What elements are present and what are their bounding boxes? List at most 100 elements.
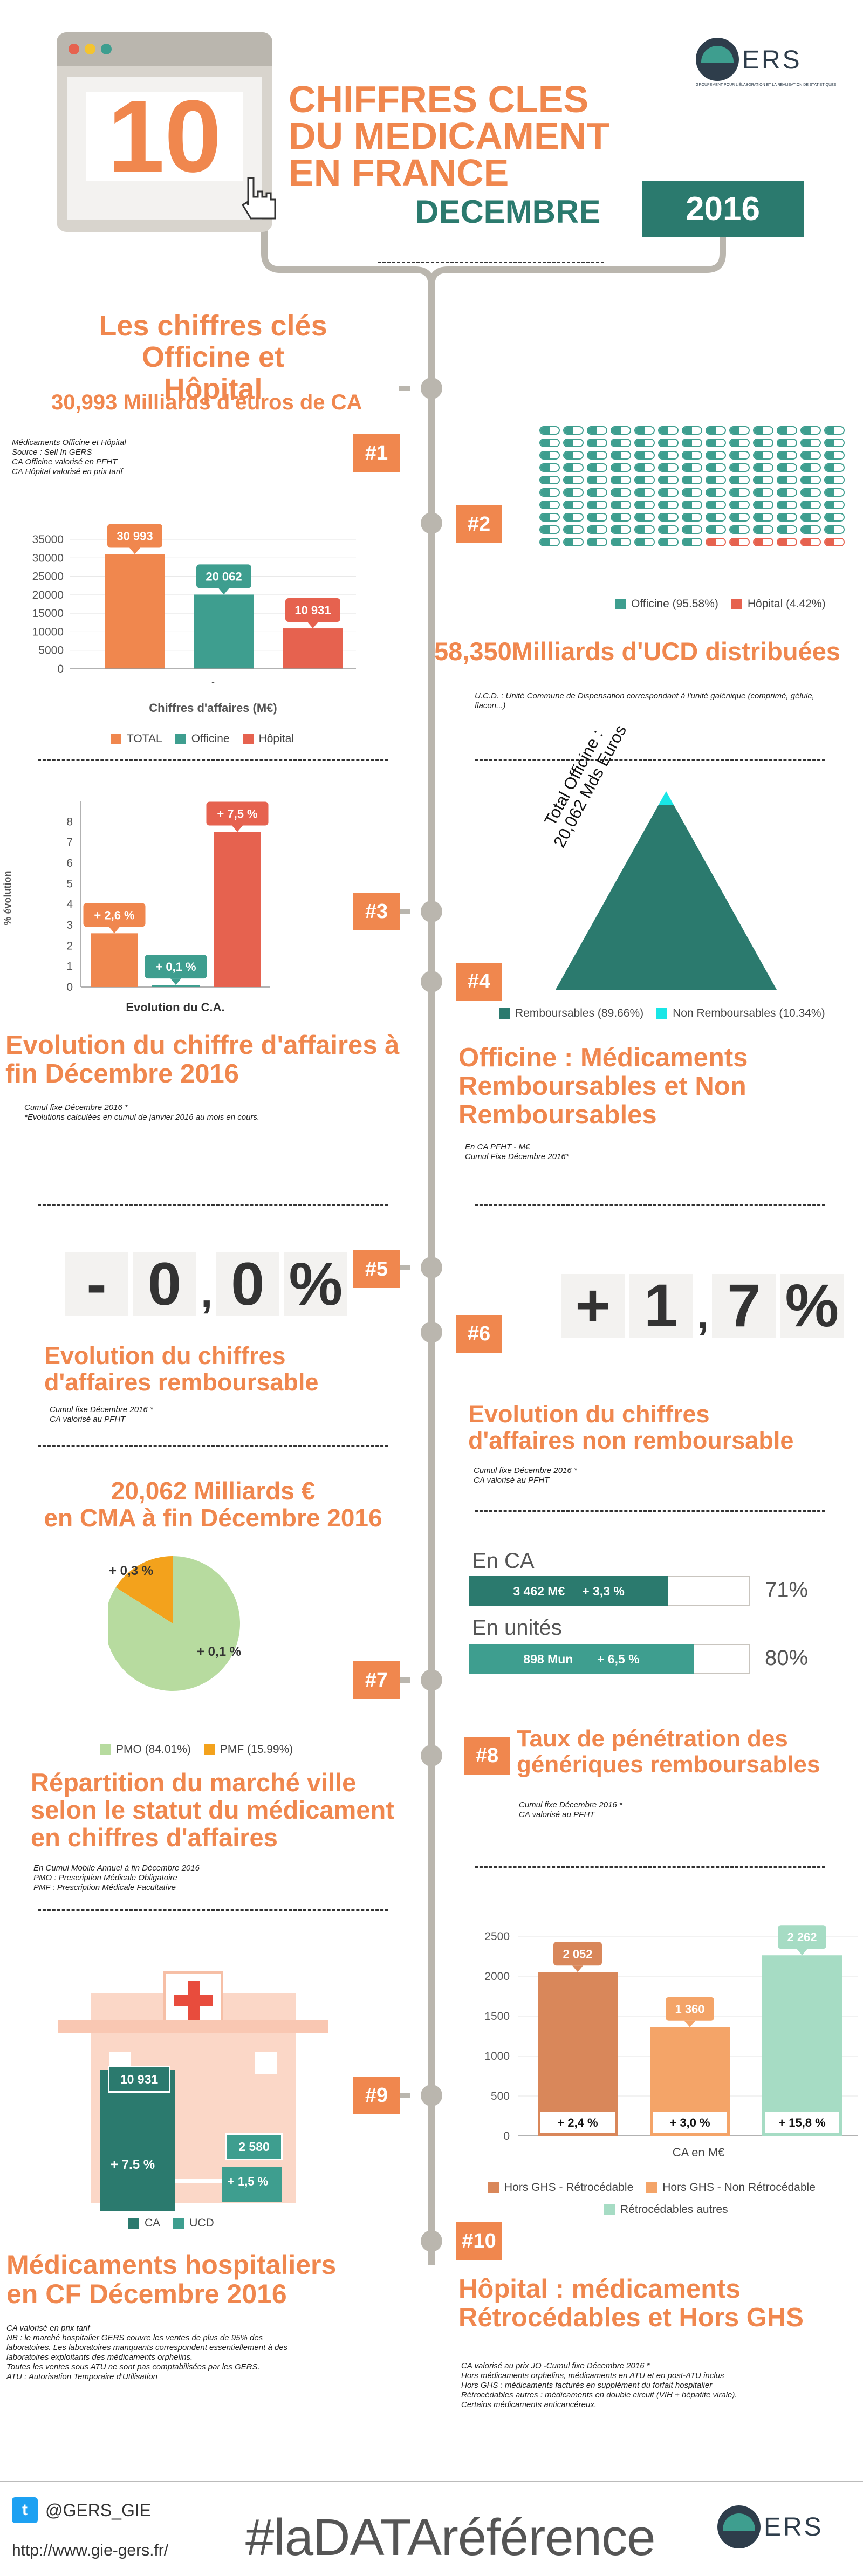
s1-headline: 30,993 Milliards d'euros de CA <box>51 390 362 414</box>
divider <box>475 1866 825 1868</box>
y-tick-label: 5 <box>66 878 73 890</box>
pill-officine-icon <box>706 525 726 534</box>
header-number: 10 <box>107 79 222 194</box>
legend-label-hors-ghs-retro: Hors GHS - Rétrocédable <box>504 2181 634 2194</box>
pill-officine-icon <box>824 451 845 460</box>
pill-officine-icon <box>634 488 655 497</box>
bar-2-evo-box <box>653 2112 727 2133</box>
s8-bar-1: 3 462 M€ + 3,3 % <box>469 1576 750 1606</box>
pill-officine-icon <box>800 525 821 534</box>
pill-officine-icon <box>634 538 655 546</box>
s6-digit-1: 1 <box>629 1274 693 1338</box>
pill-officine-icon <box>682 513 702 522</box>
divider <box>38 1909 388 1911</box>
legend-label-pmo: PMO (84.01%) <box>116 1743 191 1756</box>
pill-officine-icon <box>587 451 607 460</box>
bar-TOTAL-callout-pointer <box>129 547 140 554</box>
legend-label-officine: Officine <box>191 732 230 745</box>
bar-3-label: 2 262 <box>787 1930 817 1944</box>
pill-officine-icon <box>658 463 679 472</box>
pill-officine-icon <box>658 525 679 534</box>
s8-bar-1-pct: 71% <box>765 1578 809 1602</box>
s7-title-line-3: en chiffres d'affaires <box>31 1823 278 1852</box>
footer-gers-logo-text: ERS <box>764 2513 824 2541</box>
pill-officine-icon <box>753 451 773 460</box>
s1-note-1: Médicaments Officine et Hôpital <box>12 438 126 447</box>
s7-headline-line-2: en CMA à fin Décembre 2016 <box>44 1503 382 1532</box>
s10-bar-chart: 2500 2000 1500 1000 500 0 2 052 + 2,4 % 1 360 + 3… <box>484 1925 858 2159</box>
s8-notes: Cumul fixe Décembre 2016 * CA valorisé a… <box>519 1800 622 1820</box>
pill-officine-icon <box>634 439 655 447</box>
legend-swatch-officine <box>615 599 626 609</box>
s7-note-2: PMO : Prescription Médicale Obligatoire <box>33 1873 177 1882</box>
pyramid-remboursables <box>556 805 777 990</box>
pill-officine-icon <box>753 501 773 509</box>
pill-officine-icon <box>729 513 750 522</box>
pill-officine-icon <box>729 451 750 460</box>
pill-officine-icon <box>706 513 726 522</box>
s6-title-line-2: d'affaires non remboursable <box>468 1426 794 1454</box>
s5-title-line-2: d'affaires remboursable <box>44 1368 319 1396</box>
twitter-link[interactable]: t @GERS_GIE <box>12 2497 151 2523</box>
x-axis-label: Evolution du C.A. <box>126 1001 224 1014</box>
pill-officine-icon <box>706 426 726 435</box>
s4-pyramid-chart <box>556 791 777 990</box>
s4-notes: En CA PFHT - M€ Cumul Fixe Décembre 2016… <box>465 1142 569 1162</box>
pill-officine-icon <box>800 451 821 460</box>
pill-officine-icon <box>777 439 797 447</box>
s1-title-line-2: Officine et Hôpital <box>141 341 285 405</box>
pill-officine-icon <box>563 501 584 509</box>
twitter-handle: @GERS_GIE <box>45 2500 152 2520</box>
bar-TOTAL-callout <box>107 524 162 548</box>
pill-officine-icon <box>800 501 821 509</box>
pill-officine-icon <box>729 525 750 534</box>
pill-officine-icon <box>753 476 773 484</box>
legend-label-remboursables: Remboursables (89.66%) <box>515 1007 644 1019</box>
footer-gers-logo: ERS <box>717 2503 847 2551</box>
s8-bar-2-label: 898 Mun + 6,5 % <box>523 1652 640 1666</box>
pill-officine-icon <box>563 463 584 472</box>
pill-officine-icon <box>682 439 702 447</box>
pill-officine-icon <box>563 538 584 546</box>
pill-officine-icon <box>706 488 726 497</box>
bar-Officine <box>194 594 254 669</box>
pill-officine-icon <box>706 501 726 509</box>
s1-note-2: Source : Sell In GERS <box>12 448 92 457</box>
pill-officine-icon <box>611 488 631 497</box>
s4-badge: #4 <box>456 963 502 1001</box>
pill-officine-icon <box>539 525 560 534</box>
pill-officine-icon <box>682 463 702 472</box>
pill-officine-icon <box>729 476 750 484</box>
s3-note-2: *Evolutions calculées en cumul de janvie… <box>24 1113 260 1122</box>
pill-officine-icon <box>539 463 560 472</box>
s7-badge: #7 <box>353 1661 400 1699</box>
s3-title-line-1: Evolution du chiffre d'affaires à <box>5 1031 400 1060</box>
footer-rule <box>0 2481 863 2482</box>
s6-title: Evolution du chiffres d'affaires non rem… <box>468 1401 793 1454</box>
twitter-icon: t <box>12 2497 38 2523</box>
pill-officine-icon <box>634 525 655 534</box>
legend-label-officine: Officine (95.58%) <box>631 598 718 610</box>
pill-officine-icon <box>611 525 631 534</box>
pill-officine-icon <box>800 439 821 447</box>
bar-2-evolution: + 3,0 % <box>669 2116 710 2129</box>
pill-officine-icon <box>539 488 560 497</box>
hospital-illustration <box>58 1971 328 2203</box>
pill-hopital-icon <box>824 538 845 546</box>
s5-pct: % <box>284 1252 348 1316</box>
legend-swatch-retro-autres <box>604 2204 615 2215</box>
pill-officine-icon <box>658 488 679 497</box>
pie-slice-pmf <box>115 1556 173 1623</box>
legend-swatch-ca <box>128 2218 139 2229</box>
legend-swatch-hors-ghs-retro <box>488 2182 499 2193</box>
bar-Officine-label: + 0,1 % <box>155 960 196 974</box>
pill-officine-icon <box>777 463 797 472</box>
pill-officine-icon <box>563 513 584 522</box>
website-link[interactable]: http://www.gie-gers.fr/ <box>12 2541 169 2559</box>
bar-1-evo-box <box>540 2112 615 2133</box>
s5-digit-2: 0 <box>216 1252 280 1316</box>
s6-note-2: CA valorisé au PFHT <box>474 1476 550 1485</box>
pill-officine-icon <box>706 463 726 472</box>
pill-officine-icon <box>824 476 845 484</box>
pill-officine-icon <box>706 439 726 447</box>
